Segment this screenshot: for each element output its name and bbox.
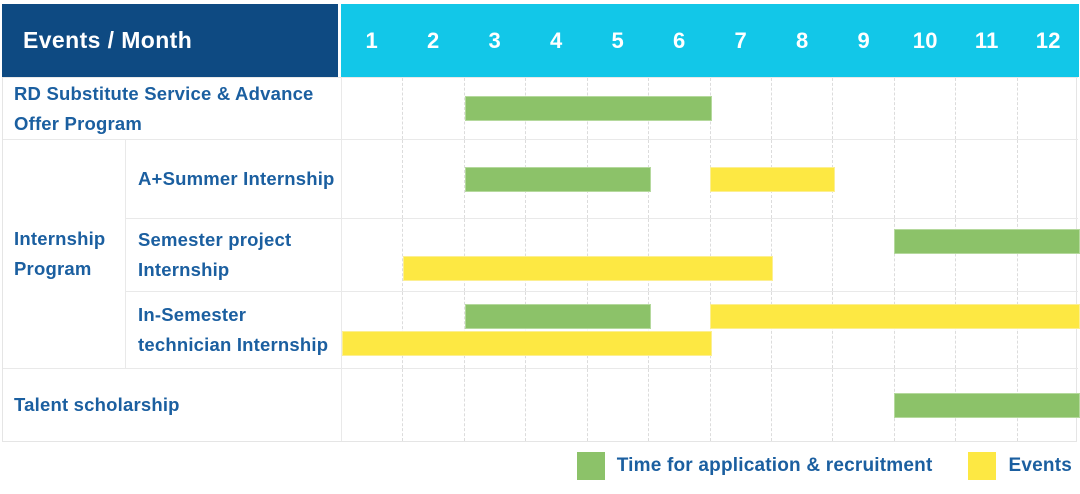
row-label-talent-scholarship: Talent scholarship bbox=[3, 368, 341, 441]
application-period-bar bbox=[464, 166, 651, 192]
row-label-text: RD Substitute Service & Advance Offer Pr… bbox=[14, 82, 314, 134]
month-label: 11 bbox=[974, 27, 999, 53]
event-period-bar bbox=[710, 166, 835, 192]
month-label: 7 bbox=[734, 27, 748, 53]
event-yellow-swatch-icon bbox=[968, 452, 997, 480]
legend: Time for application & recruitment Event… bbox=[0, 452, 1072, 480]
event-period-bar bbox=[342, 331, 712, 356]
row-label-text: Semester project Internship bbox=[138, 229, 292, 280]
bar-line bbox=[342, 96, 1078, 121]
bar-line bbox=[342, 256, 1078, 281]
month-label: 6 bbox=[672, 27, 686, 53]
events-month-header: Events / Month bbox=[2, 4, 341, 77]
event-period-bar bbox=[403, 256, 774, 281]
month-label: 12 bbox=[1035, 27, 1061, 53]
legend-item-events: Events bbox=[968, 452, 1072, 480]
row-label-text: Talent scholarship bbox=[14, 394, 180, 416]
row-label-a-summer-internship: A+Summer Internship bbox=[126, 139, 341, 218]
chart-row-rd-substitute-service bbox=[341, 77, 1078, 139]
application-period-bar bbox=[464, 304, 651, 329]
bar-line bbox=[342, 331, 1078, 356]
events-month-header-label: Events / Month bbox=[23, 27, 193, 53]
month-label: 5 bbox=[611, 27, 625, 53]
row-label-semester-project-internship: Semester project Internship bbox=[126, 218, 341, 291]
event-period-bar bbox=[710, 304, 1080, 329]
application-green-swatch-icon bbox=[576, 452, 605, 480]
bar-line bbox=[342, 392, 1080, 418]
row-label-rd-substitute-service: RD Substitute Service & Advance Offer Pr… bbox=[3, 77, 341, 139]
month-label: 2 bbox=[426, 27, 440, 53]
legend-item-application: Time for application & recruitment bbox=[576, 452, 933, 480]
chart-row-talent-scholarship bbox=[341, 368, 1080, 441]
bar-line bbox=[342, 229, 1080, 254]
month-label: 8 bbox=[795, 27, 809, 53]
application-period-bar bbox=[464, 96, 712, 121]
chart-row-a-summer-internship bbox=[341, 139, 1078, 218]
application-period-bar bbox=[894, 229, 1080, 254]
group-label-internship-program: Internship Program bbox=[3, 139, 126, 368]
month-gridlines bbox=[342, 292, 1078, 368]
row-label-text: A+Summer Internship bbox=[138, 168, 335, 190]
bar-line bbox=[342, 304, 1080, 329]
legend-application-label: Time for application & recruitment bbox=[616, 455, 933, 476]
bar-line bbox=[342, 166, 1078, 192]
month-gridlines bbox=[342, 219, 1078, 291]
month-label: 9 bbox=[857, 27, 871, 53]
legend-events-label: Events bbox=[1008, 455, 1072, 476]
application-period-bar bbox=[894, 392, 1080, 418]
month-label: 1 bbox=[365, 27, 379, 53]
month-label: 4 bbox=[549, 27, 563, 53]
row-label-text: In-Semester technician Internship bbox=[138, 304, 329, 355]
month-label: 10 bbox=[912, 27, 938, 53]
row-label-in-semester-technician-internship: In-Semester technician Internship bbox=[126, 291, 341, 368]
group-label-text: Internship Program bbox=[14, 228, 106, 279]
gantt-table: Events / Month 1 2 3 4 5 6 7 8 9 10 11 12 RD Substi… bbox=[2, 4, 1080, 442]
month-label: 3 bbox=[488, 27, 502, 53]
chart-row-semester-project-internship bbox=[341, 218, 1080, 291]
chart-row-in-semester-technician-internship bbox=[341, 291, 1080, 368]
month-header-row: 1 2 3 4 5 6 7 8 9 10 11 12 bbox=[341, 4, 1079, 77]
